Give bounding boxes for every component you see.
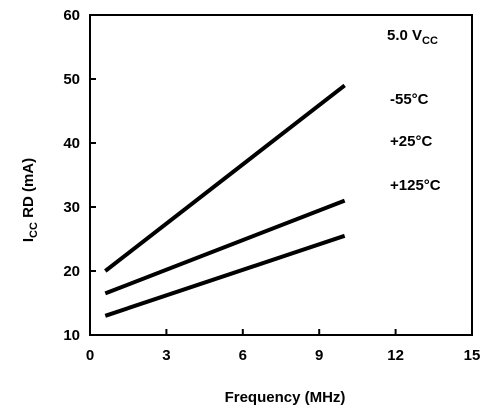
ticks: 0 3 6 9 12 15 10 20 30 40 50 60 xyxy=(63,7,480,364)
y-tick-label-4: 50 xyxy=(63,71,80,88)
y-tick-label-0: 10 xyxy=(63,327,80,344)
x-tick-label-3: 9 xyxy=(315,347,323,364)
series-lines xyxy=(104,83,346,318)
x-tick-label-4: 12 xyxy=(387,347,404,364)
supply-voltage-sub: CC xyxy=(422,35,438,47)
axes xyxy=(89,14,473,336)
series-line-0 xyxy=(104,83,346,273)
y-axis-title-sub: CC xyxy=(28,222,40,238)
series-line-1 xyxy=(104,198,346,296)
y-tick-label-5: 60 xyxy=(63,7,80,24)
y-tick-label-3: 40 xyxy=(63,135,80,152)
x-tick-label-5: 15 xyxy=(464,347,481,364)
supply-voltage-label: 5.0 VCC xyxy=(387,27,438,47)
y-axis-title: ICC RD (mA) xyxy=(20,158,40,242)
x-tick-label-1: 3 xyxy=(162,347,170,364)
supply-voltage-main: 5.0 V xyxy=(387,27,422,44)
plot-frame xyxy=(89,14,473,336)
temp-label-plus25: +25°C xyxy=(390,133,432,150)
x-tick-label-0: 0 xyxy=(86,347,94,364)
temp-label-minus55: -55°C xyxy=(390,91,429,108)
y-tick-label-1: 20 xyxy=(63,263,80,280)
temp-label-plus125: +125°C xyxy=(390,177,441,194)
y-axis-title-rest: RD (mA) xyxy=(20,158,37,222)
y-axis-title-main: I xyxy=(20,238,37,242)
x-tick-label-2: 6 xyxy=(239,347,247,364)
series-line-2 xyxy=(104,233,346,318)
x-axis-title: Frequency (MHz) xyxy=(225,389,346,406)
y-tick-label-2: 30 xyxy=(63,199,80,216)
